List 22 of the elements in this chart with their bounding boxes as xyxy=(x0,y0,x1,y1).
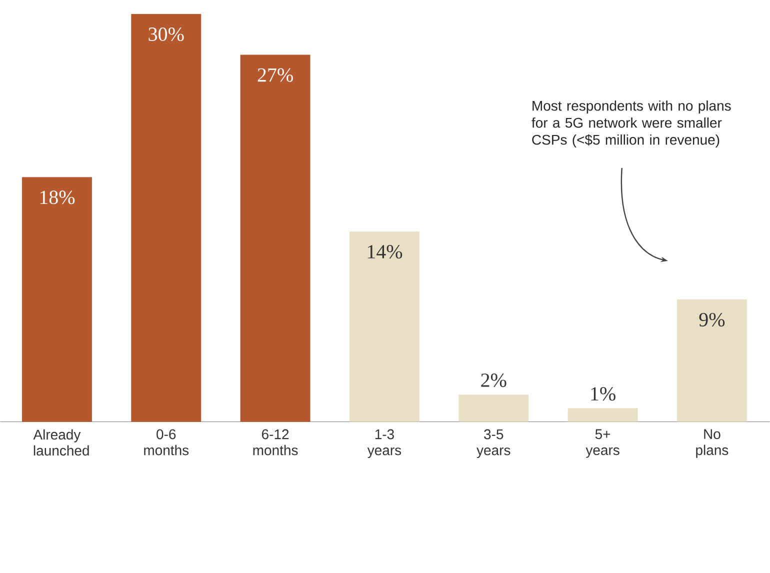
annotation: Most respondents with no plans for a 5G network were smaller CSPs (<$5 million in revenue) xyxy=(532,100,731,148)
data-label: 18% xyxy=(40,190,75,204)
data-label: 27% xyxy=(258,68,293,82)
bar xyxy=(568,408,638,422)
data-label: 9% xyxy=(699,313,725,327)
bar xyxy=(131,14,202,422)
data-label: 1% xyxy=(591,387,616,401)
x-tick-label: 0-6 months xyxy=(144,429,189,456)
bar xyxy=(22,177,92,422)
bar xyxy=(349,232,420,422)
x-tick-label: No plans xyxy=(696,429,728,458)
data-label: 14% xyxy=(368,245,402,259)
bar xyxy=(676,300,747,422)
x-tick-label: 6-12 months xyxy=(253,429,298,456)
x-tick-label: 3-5 years xyxy=(476,429,510,458)
data-label: 30% xyxy=(148,28,184,42)
x-tick-label: 5+ years xyxy=(586,429,620,458)
bar xyxy=(458,394,529,422)
x-tick-label: Already launched xyxy=(33,429,89,456)
bar xyxy=(240,54,310,422)
data-label: 2% xyxy=(481,374,506,388)
x-tick-label: 1-3 years xyxy=(367,429,402,458)
